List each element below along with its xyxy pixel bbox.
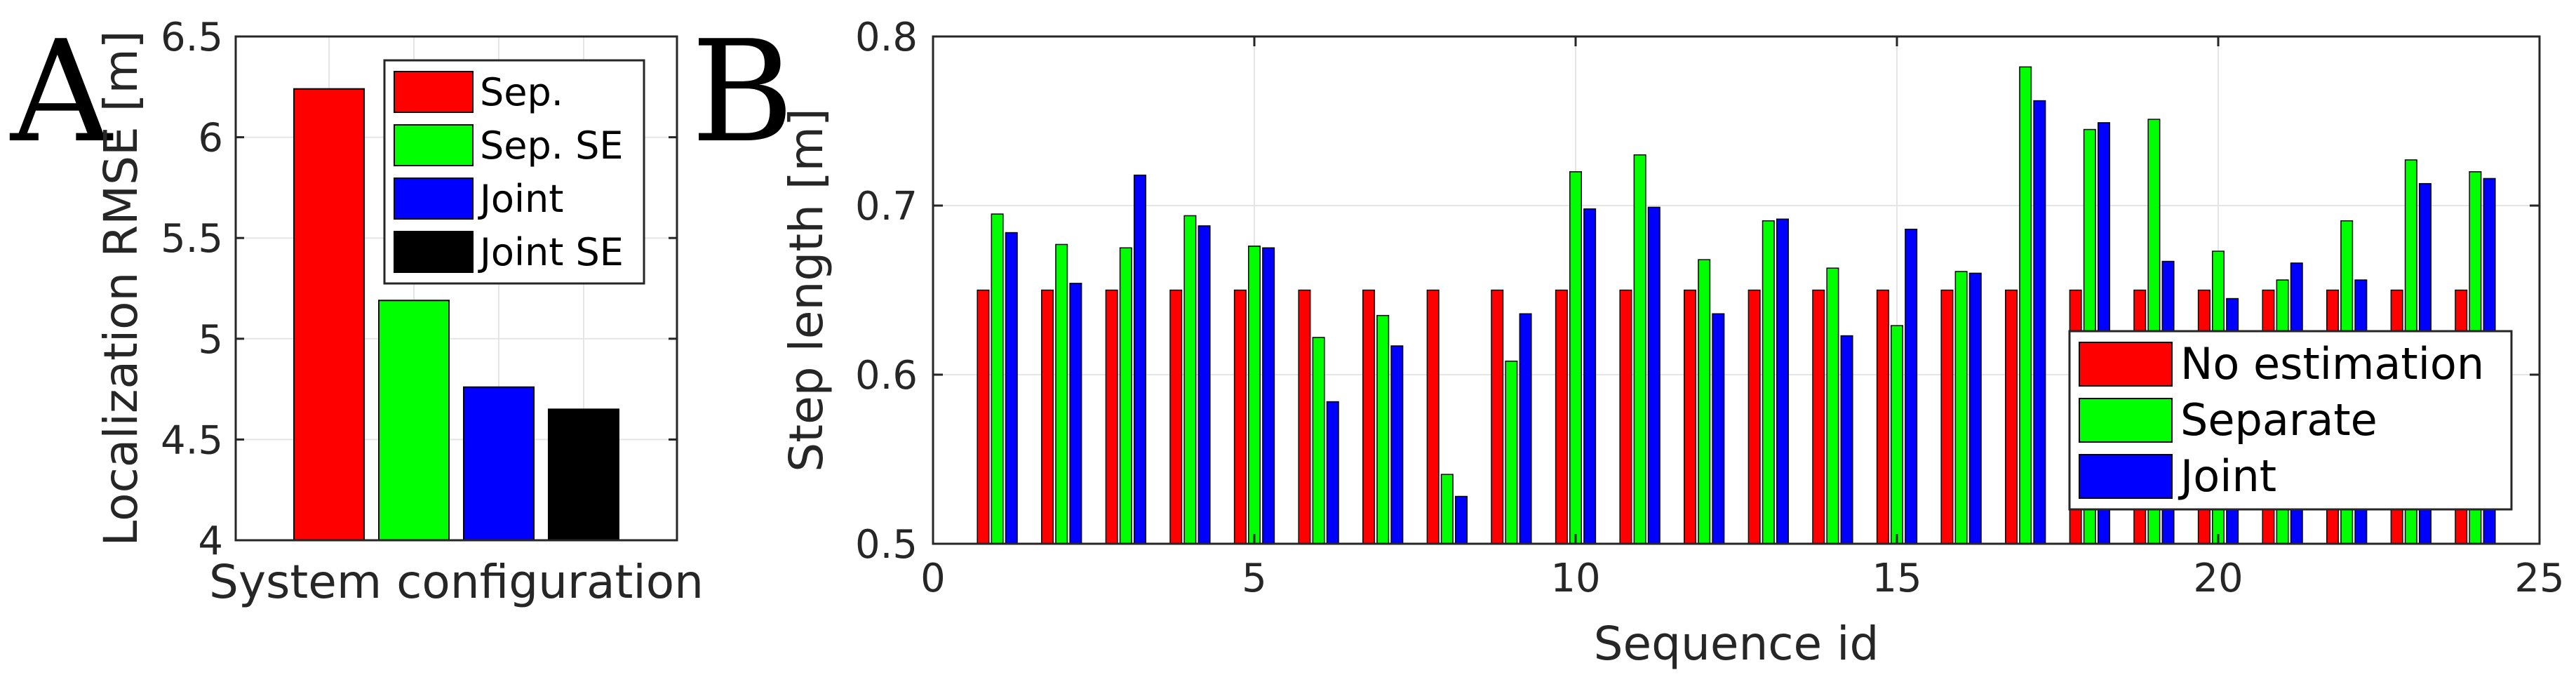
bar-no-estimation-16 xyxy=(1940,289,1954,544)
bar-no-estimation-5 xyxy=(1233,289,1247,544)
bar-no-estimation-13 xyxy=(1747,289,1761,544)
bar-3 xyxy=(462,386,535,542)
bar-joint-2 xyxy=(1069,283,1082,544)
bar-separate-9 xyxy=(1505,360,1518,544)
ytick-label: 0.7 xyxy=(855,184,918,229)
bar-joint-7 xyxy=(1390,345,1404,544)
bar-separate-3 xyxy=(1119,247,1132,544)
bar-2 xyxy=(378,300,450,541)
bar-no-estimation-6 xyxy=(1298,289,1311,544)
bar-separate-12 xyxy=(1698,259,1711,544)
xtick-label: 0 xyxy=(920,556,946,601)
legend-label: Joint xyxy=(478,177,563,221)
bar-1 xyxy=(293,88,365,541)
xaxis-label-b: Sequence id xyxy=(1594,617,1879,671)
legend-label: Sep. SE xyxy=(480,123,624,168)
legend-swatch xyxy=(394,178,474,220)
bar-joint-4 xyxy=(1198,225,1211,544)
bar-no-estimation-7 xyxy=(1362,289,1376,544)
xtick-label: 25 xyxy=(2514,556,2564,601)
xtick-label: 15 xyxy=(1872,556,1921,601)
bar-separate-16 xyxy=(1954,271,1968,544)
bar-joint-13 xyxy=(1776,218,1789,544)
bar-no-estimation-4 xyxy=(1169,289,1183,544)
legend-swatch xyxy=(2079,454,2173,499)
bar-no-estimation-10 xyxy=(1555,289,1568,544)
bar-no-estimation-17 xyxy=(2005,289,2018,544)
legend-label: Joint xyxy=(2178,450,2276,502)
bar-no-estimation-3 xyxy=(1105,289,1118,544)
ytick-label: 0.5 xyxy=(855,522,918,568)
xtick-label: 20 xyxy=(2193,556,2243,601)
bar-no-estimation-12 xyxy=(1684,289,1697,544)
ytick-label: 6.5 xyxy=(161,15,223,60)
bar-no-estimation-8 xyxy=(1426,289,1440,544)
legend-swatch xyxy=(394,124,474,166)
bar-joint-8 xyxy=(1454,495,1468,544)
bar-separate-5 xyxy=(1248,246,1261,544)
bar-separate-13 xyxy=(1762,220,1775,544)
legend-label: Separate xyxy=(2180,394,2377,446)
bar-4 xyxy=(547,408,619,541)
bar-joint-9 xyxy=(1519,313,1532,544)
yaxis-label-b: Step length [m] xyxy=(779,108,833,471)
bar-joint-10 xyxy=(1583,208,1597,544)
ytick-label: 5 xyxy=(198,317,223,363)
bar-separate-4 xyxy=(1183,215,1197,544)
legend-label: Sep. xyxy=(480,70,563,114)
ytick-label: 6 xyxy=(198,116,223,161)
xtick-label: 10 xyxy=(1550,556,1600,601)
bar-separate-10 xyxy=(1569,171,1582,544)
legend-swatch xyxy=(2079,398,2173,443)
ytick-label: 4 xyxy=(198,519,223,564)
bar-joint-1 xyxy=(1005,232,1018,544)
axes-box-b xyxy=(932,35,2541,545)
legend-swatch xyxy=(2079,342,2173,387)
xtick-label: 5 xyxy=(1242,556,1267,601)
chart-b-step-length: 0 5 10 15 20 25 0.5 0.6 0.7 0.8 Sequence id Step le… xyxy=(779,15,2565,671)
bar-no-estimation-15 xyxy=(1876,289,1889,544)
bar-joint-5 xyxy=(1262,247,1275,544)
ytick-label: 5.5 xyxy=(161,216,223,262)
legend-label: No estimation xyxy=(2180,338,2484,389)
bar-no-estimation-2 xyxy=(1041,289,1054,544)
bar-no-estimation-11 xyxy=(1619,289,1632,544)
chart-a-localization-rmse: 4 4.5 5 5.5 6 6.5 System configuration Localiza… xyxy=(94,15,704,609)
bar-separate-2 xyxy=(1055,243,1068,544)
bar-no-estimation-9 xyxy=(1491,289,1504,544)
bar-joint-12 xyxy=(1712,313,1725,544)
bar-separate-7 xyxy=(1376,314,1390,544)
legend-swatch xyxy=(394,231,474,273)
bar-joint-15 xyxy=(1905,228,1918,544)
bar-separate-15 xyxy=(1891,325,1903,544)
bar-separate-14 xyxy=(1826,267,1839,544)
bar-joint-3 xyxy=(1133,174,1146,544)
bar-separate-1 xyxy=(991,213,1004,544)
ytick-label: 0.6 xyxy=(855,353,918,399)
ytick-label: 0.8 xyxy=(855,15,918,60)
panel-label-b: B xyxy=(691,11,794,174)
bar-separate-11 xyxy=(1633,154,1646,544)
legend-label: Joint SE xyxy=(478,230,624,274)
bar-joint-6 xyxy=(1326,401,1339,544)
bar-no-estimation-14 xyxy=(1812,289,1825,544)
ytick-label: 4.5 xyxy=(161,417,223,463)
bar-joint-16 xyxy=(1968,272,1982,544)
bar-joint-14 xyxy=(1840,335,1853,544)
xaxis-label-a: System configuration xyxy=(209,555,704,609)
panel-label-a: A xyxy=(9,11,114,174)
bar-separate-8 xyxy=(1440,474,1454,544)
bar-separate-6 xyxy=(1312,337,1325,544)
bar-no-estimation-1 xyxy=(977,289,990,544)
bar-separate-17 xyxy=(2019,66,2032,544)
axes-box-a xyxy=(234,35,678,542)
yaxis-label-a: Localization RMSE [m] xyxy=(94,30,148,546)
legend-swatch xyxy=(394,71,474,113)
bar-joint-17 xyxy=(2033,100,2046,544)
bar-joint-11 xyxy=(1647,206,1661,544)
